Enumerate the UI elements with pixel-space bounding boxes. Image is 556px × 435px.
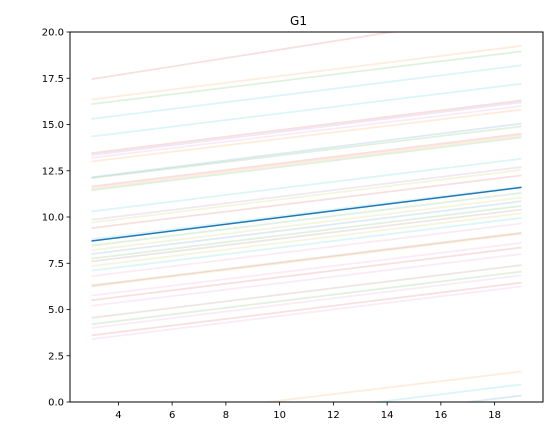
y-tick-label: 20.0	[42, 28, 64, 39]
background-series-line-3	[91, 50, 522, 106]
x-tick-label: 8	[223, 410, 229, 421]
y-tick-label: 12.5	[42, 166, 64, 177]
background-series-line-20	[91, 192, 522, 247]
background-series-line-31	[91, 246, 522, 302]
background-series-line-10	[91, 122, 522, 179]
background-series-line-4	[91, 64, 522, 120]
background-series-line-35	[91, 274, 522, 329]
y-tick-label: 7.5	[48, 259, 64, 270]
background-series-line-2	[91, 44, 522, 101]
y-tick-label: 17.5	[42, 74, 64, 85]
background-series-line-32	[91, 253, 522, 307]
background-series-line-39	[370, 383, 522, 402]
background-series-line-18	[91, 174, 522, 229]
background-series-line-28	[91, 231, 522, 287]
background-series-line-15	[91, 157, 522, 213]
x-tick-label: 4	[115, 410, 121, 421]
background-series-line-37	[91, 285, 522, 340]
background-series-line-30	[91, 242, 522, 297]
x-tick-label: 12	[327, 410, 340, 421]
background-series-line-9	[91, 108, 522, 163]
x-tick-label: 6	[169, 410, 175, 421]
x-axis: 4 6 8 10 12 14 16 18	[115, 402, 501, 421]
background-series-line-26	[91, 217, 522, 272]
y-tick-label: 10.0	[42, 213, 64, 224]
y-axis: 0.0 2.5 5.0 7.5 10.0 12.5 15.0 17.5 20.0	[42, 28, 70, 409]
background-series-line-38	[260, 370, 522, 402]
background-series-line-33	[91, 264, 522, 319]
background-series-line-17	[91, 168, 522, 224]
background-series-line-5	[91, 82, 522, 138]
chart-title: G1	[290, 14, 307, 28]
series-layer	[91, 32, 522, 402]
background-series-line-1	[91, 32, 398, 81]
y-tick-label: 5.0	[48, 305, 64, 316]
background-series-line-29	[91, 232, 522, 288]
background-series-line-8	[91, 105, 522, 159]
background-series-line-13	[91, 134, 522, 190]
background-series-line-19	[91, 185, 522, 241]
background-series-line-23	[91, 205, 522, 260]
background-series-line-24	[91, 208, 522, 263]
highlight-series-line	[91, 186, 522, 242]
x-tick-label: 14	[381, 410, 394, 421]
background-series-line-12	[91, 132, 522, 188]
background-series-line-21	[91, 196, 522, 252]
background-series-line-36	[91, 281, 522, 337]
y-tick-label: 0.0	[48, 398, 64, 409]
background-series-line-14	[91, 136, 522, 192]
background-series-line-25	[91, 212, 522, 267]
y-tick-label: 2.5	[48, 351, 64, 362]
background-series-line-22	[91, 200, 522, 255]
x-tick-label: 10	[273, 410, 286, 421]
y-tick-label: 15.0	[42, 120, 64, 131]
background-series-line-27	[91, 222, 522, 278]
x-tick-label: 16	[435, 410, 448, 421]
background-series-line-16	[91, 166, 522, 221]
background-series-line-40	[461, 394, 522, 402]
background-series-line-11	[91, 125, 522, 180]
background-series-line-34	[91, 270, 522, 326]
background-series-line-7	[91, 101, 522, 156]
background-series-line-6	[91, 99, 522, 155]
x-tick-label: 18	[488, 410, 501, 421]
